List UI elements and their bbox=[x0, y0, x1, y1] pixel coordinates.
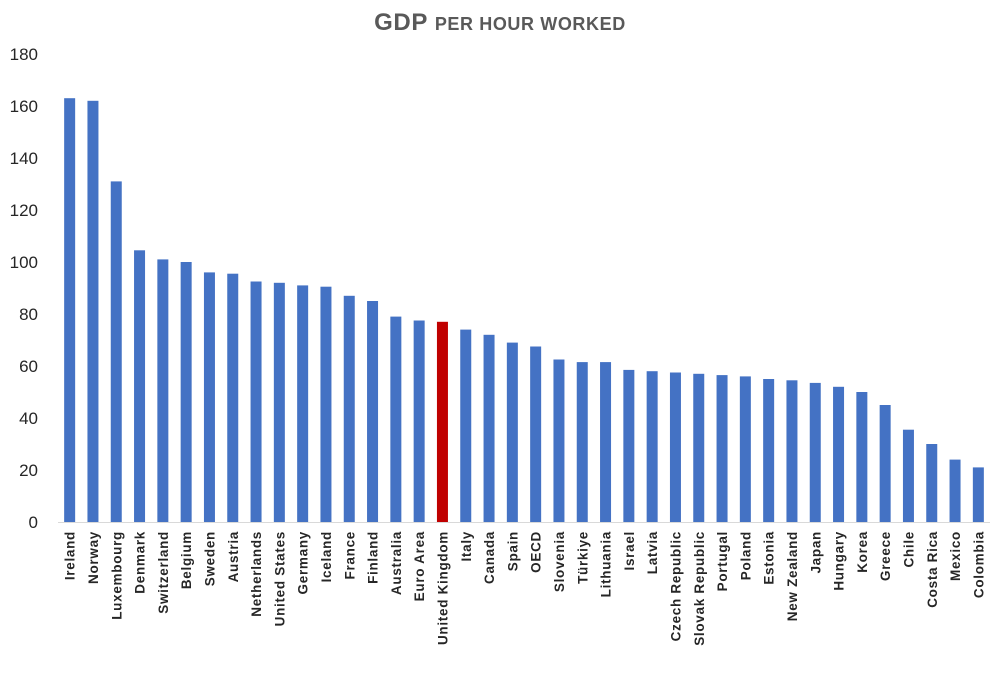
bar-mexico bbox=[949, 459, 961, 522]
y-tick-label: 0 bbox=[29, 513, 38, 532]
x-category-label: Euro Area bbox=[412, 531, 427, 601]
bar-poland bbox=[739, 376, 751, 522]
bar-iceland bbox=[320, 286, 332, 522]
x-category-label: Slovak Republic bbox=[692, 531, 707, 646]
x-category-label: Norway bbox=[86, 531, 101, 584]
bar-hungary bbox=[833, 386, 845, 522]
x-category-label: Israel bbox=[622, 531, 637, 570]
bar-chile bbox=[902, 429, 914, 522]
x-category-label: Czech Republic bbox=[668, 531, 683, 641]
bar-australia bbox=[390, 316, 402, 522]
bar-oecd bbox=[530, 346, 542, 522]
x-category-label: Italy bbox=[459, 531, 474, 562]
bar-finland bbox=[367, 301, 379, 522]
x-category-label: Australia bbox=[389, 531, 404, 595]
bar-estonia bbox=[763, 379, 775, 522]
x-category-label: Slovenia bbox=[552, 531, 567, 592]
x-category-label: Greece bbox=[878, 531, 893, 581]
x-category-label: Spain bbox=[505, 531, 520, 571]
bar-colombia bbox=[972, 467, 984, 522]
bar-france bbox=[343, 295, 355, 522]
x-category-label: Lithuania bbox=[599, 531, 614, 597]
x-category-label: Finland bbox=[366, 531, 381, 584]
x-category-label: Latvia bbox=[645, 531, 660, 574]
y-tick-label: 100 bbox=[10, 253, 38, 272]
x-category-label: Switzerland bbox=[156, 531, 171, 614]
bar-japan bbox=[809, 382, 821, 522]
bar-new-zealand bbox=[786, 380, 798, 522]
bar-united-kingdom bbox=[436, 321, 448, 522]
y-tick-label: 40 bbox=[19, 409, 38, 428]
x-category-label: Mexico bbox=[948, 531, 963, 581]
x-category-label: Colombia bbox=[971, 531, 986, 598]
x-category-label: OECD bbox=[529, 531, 544, 573]
y-tick-label: 80 bbox=[19, 305, 38, 324]
bar-euro-area bbox=[413, 320, 425, 522]
x-category-label: New Zealand bbox=[785, 531, 800, 621]
bar-sweden bbox=[203, 272, 215, 522]
bar-norway bbox=[87, 100, 99, 523]
bar-ireland bbox=[64, 98, 76, 522]
bar-slovenia bbox=[553, 359, 565, 522]
x-category-label: Japan bbox=[808, 531, 823, 574]
bar-united-states bbox=[273, 282, 285, 522]
y-tick-label: 160 bbox=[10, 97, 38, 116]
x-category-label: Türkiye bbox=[575, 531, 590, 584]
x-category-label: Chile bbox=[901, 531, 916, 568]
x-category-label: Luxembourg bbox=[109, 531, 124, 620]
bar-austria bbox=[227, 273, 239, 522]
x-category-label: Denmark bbox=[133, 531, 148, 594]
bar-denmark bbox=[134, 250, 146, 523]
x-category-label: Poland bbox=[738, 531, 753, 580]
y-tick-label: 60 bbox=[19, 357, 38, 376]
x-category-label: United Kingdom bbox=[435, 531, 450, 645]
bar-luxembourg bbox=[110, 181, 122, 522]
y-tick-label: 180 bbox=[10, 45, 38, 64]
chart-title: GDP PER HOUR WORKED bbox=[374, 9, 626, 36]
bar-italy bbox=[460, 329, 472, 522]
x-category-label: Sweden bbox=[202, 531, 217, 586]
bar-t-rkiye bbox=[576, 362, 588, 522]
bar-latvia bbox=[646, 371, 658, 522]
x-category-label: Korea bbox=[855, 531, 870, 573]
bar-belgium bbox=[180, 262, 192, 522]
bar-costa-rica bbox=[926, 444, 938, 522]
x-category-label: Netherlands bbox=[249, 531, 264, 617]
bar-lithuania bbox=[600, 362, 612, 522]
y-tick-label: 20 bbox=[19, 461, 38, 480]
bar-canada bbox=[483, 334, 495, 522]
bar-netherlands bbox=[250, 281, 262, 522]
x-category-label: Germany bbox=[296, 531, 311, 594]
bar-portugal bbox=[716, 375, 728, 522]
x-category-label: Estonia bbox=[762, 531, 777, 585]
x-category-label: Iceland bbox=[319, 531, 334, 582]
x-category-label: Costa Rica bbox=[925, 531, 940, 608]
bar-spain bbox=[506, 342, 518, 522]
x-category-label: Hungary bbox=[832, 531, 847, 591]
x-axis-labels: Ireland Norway Luxembourg Denmark Switzerlan… bbox=[63, 531, 987, 646]
x-category-label: France bbox=[342, 531, 357, 579]
x-category-label: Ireland bbox=[63, 531, 78, 580]
y-axis-ticks: 0 20 40 60 80 100 120 140 160 180 bbox=[10, 45, 38, 532]
bar-israel bbox=[623, 369, 635, 522]
x-category-label: Austria bbox=[226, 531, 241, 582]
x-category-label: Belgium bbox=[179, 531, 194, 589]
bar-korea bbox=[856, 392, 868, 522]
bar-series bbox=[64, 98, 984, 523]
bar-greece bbox=[879, 405, 891, 522]
y-tick-label: 140 bbox=[10, 149, 38, 168]
bar-switzerland bbox=[157, 259, 169, 522]
x-category-label: United States bbox=[272, 531, 287, 626]
x-category-label: Portugal bbox=[715, 531, 730, 591]
y-tick-label: 120 bbox=[10, 201, 38, 220]
bar-slovak-republic bbox=[693, 373, 705, 522]
x-category-label: Canada bbox=[482, 531, 497, 584]
bar-germany bbox=[297, 285, 309, 522]
bar-czech-republic bbox=[669, 372, 681, 522]
